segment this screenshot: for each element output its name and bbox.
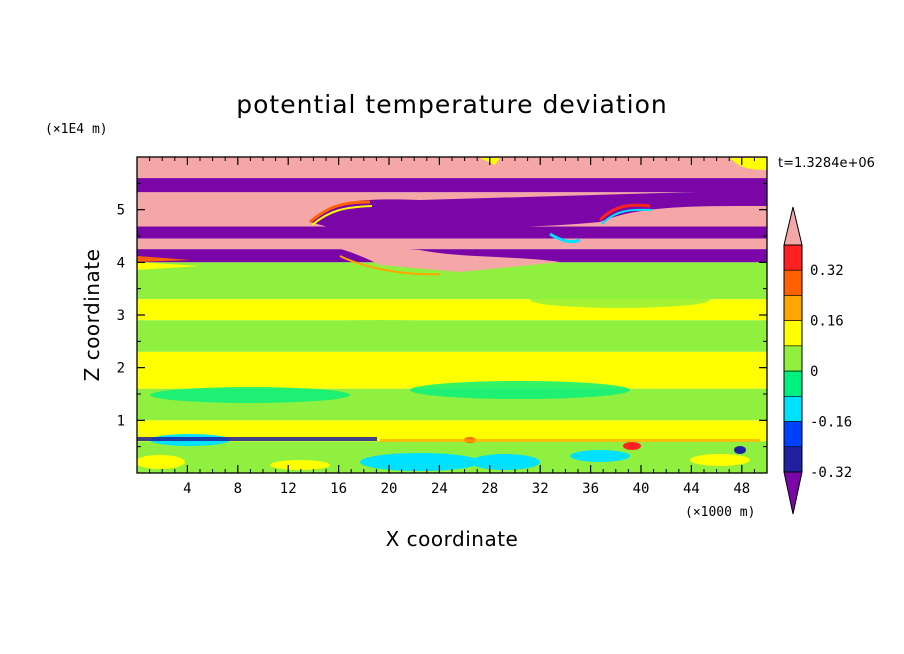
x-tick-label-20: 20 [381,481,398,497]
colorbar-swatch-8 [783,446,803,473]
time-label: t=1.3284e+06 [778,156,875,171]
colorbar-frame [783,244,803,473]
field-band-3 [137,226,767,239]
colorbar-swatch-1 [783,269,803,296]
colorbar-label-1: 0.16 [810,314,844,330]
colorbar-label-4: -0.32 [810,465,852,481]
colorbar: 0.32 0.16 0 -0.16 -0.32 [783,206,852,515]
x-tick-label-4: 4 [183,481,191,497]
x-axis-label: X coordinate [386,527,519,551]
upper-wisps [137,158,767,276]
y-tick-label-5: 5 [117,203,125,219]
colorbar-swatch-2 [783,295,803,321]
x-tick-label-48: 48 [733,481,750,497]
chart-title: potential temperature deviation [236,90,667,119]
colorbar-max-triangle [783,206,803,246]
x-tick-label-40: 40 [633,481,650,497]
x-unit-label: (×1000 m) [685,505,755,520]
colorbar-label-0: 0.32 [810,263,844,279]
y-tick-label-1: 1 [117,413,125,429]
colorbar-swatch-0 [783,244,803,271]
x-tick-label-24: 24 [431,481,448,497]
y-axis: 1 2 3 4 5 [117,182,767,448]
y-axis-label: Z coordinate [80,249,104,382]
field-band-1 [137,178,767,193]
colorbar-swatch-5 [783,370,803,397]
field-band-9 [137,351,767,389]
x-tick-label-8: 8 [234,481,242,497]
x-axis: 4 8 12 16 20 24 28 32 36 40 44 48 [149,157,755,497]
y-tick-label-4: 4 [117,255,125,271]
y-tick-label-3: 3 [117,308,125,324]
colorbar-swatch-6 [783,396,803,422]
field-band-11 [137,420,767,442]
x-tick-label-44: 44 [683,481,700,497]
x-tick-label-36: 36 [582,481,599,497]
x-tick-label-16: 16 [330,481,347,497]
field-band-0 [137,157,767,179]
colorbar-swatch-4 [783,345,803,372]
colorbar-swatch-3 [783,320,803,347]
x-tick-label-28: 28 [481,481,498,497]
y-unit-label: (×1E4 m) [45,122,108,137]
colorbar-swatch-7 [783,421,803,448]
colorbar-min-triangle [783,471,803,515]
x-tick-label-32: 32 [532,481,549,497]
field-band-4 [137,238,767,250]
field-texture [137,292,760,471]
colorbar-label-3: -0.16 [810,415,852,431]
x-tick-label-12: 12 [280,481,297,497]
y-tick-label-2: 2 [117,361,125,377]
contour-field [137,157,767,473]
colorbar-label-2: 0 [810,364,818,380]
